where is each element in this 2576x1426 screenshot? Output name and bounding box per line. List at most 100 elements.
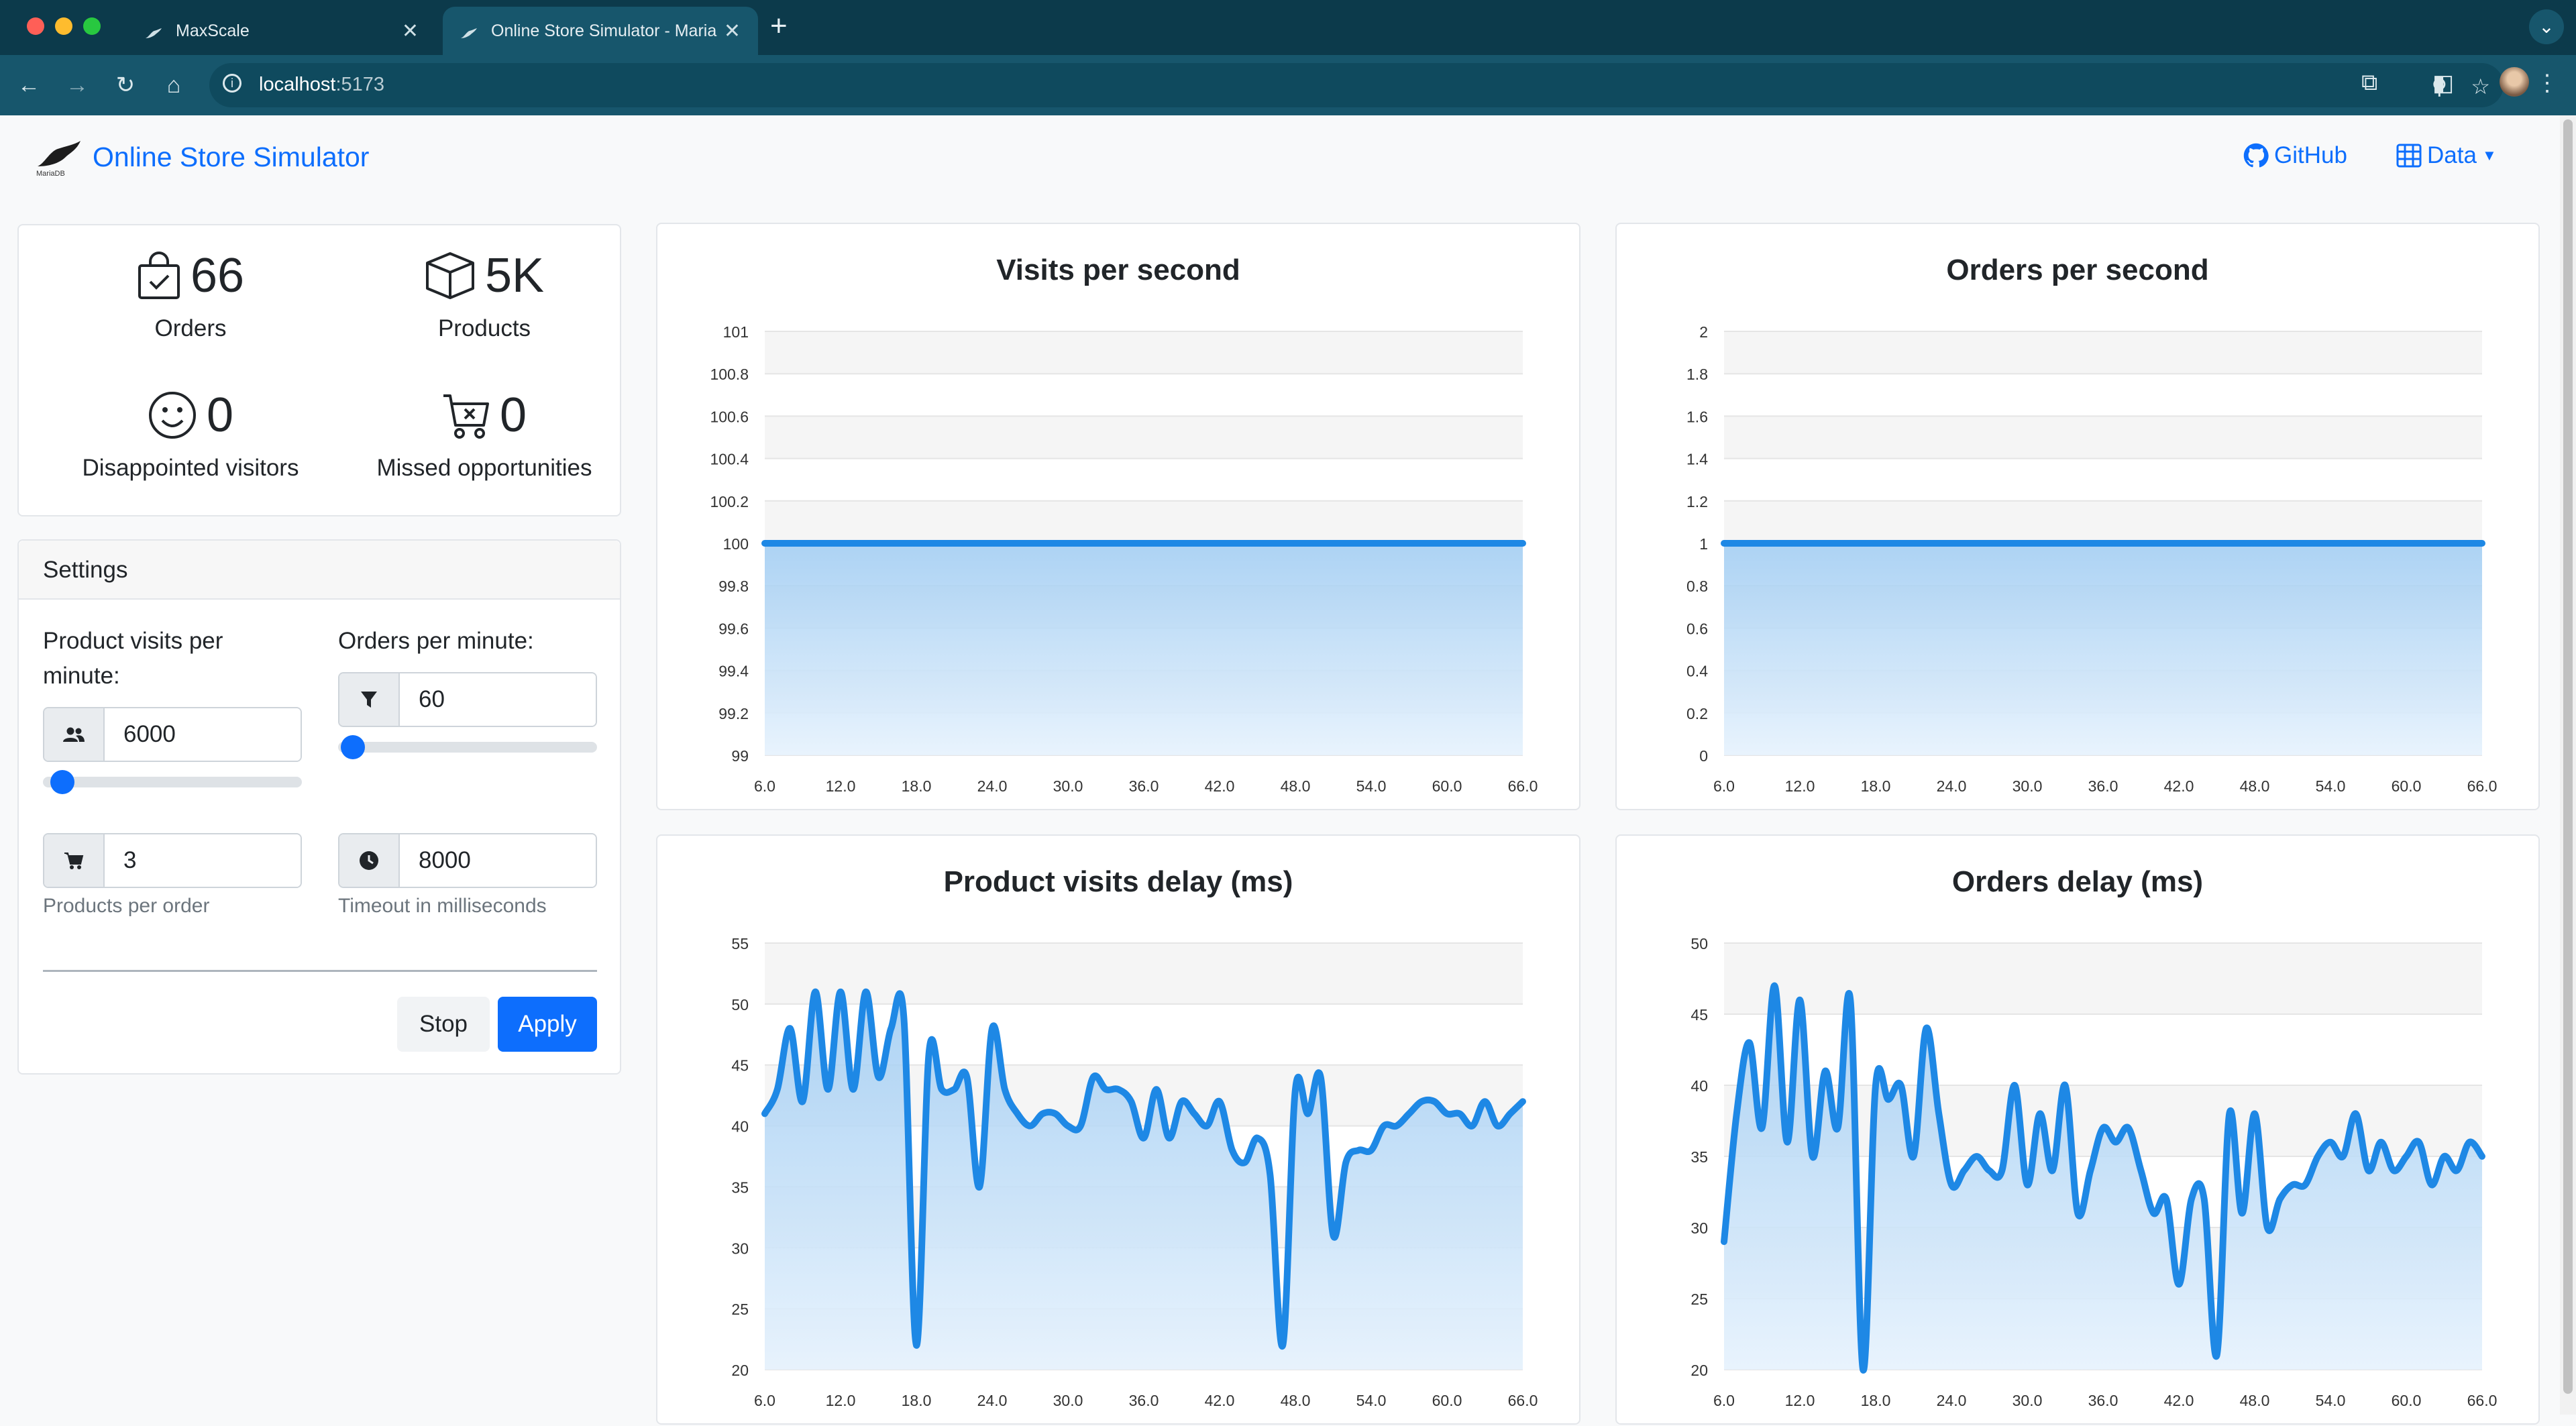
tab-search-chevron-icon[interactable]: ⌄	[2529, 9, 2564, 44]
x-tick-label: 48.0	[1281, 1392, 1311, 1409]
profile-avatar[interactable]	[2500, 67, 2529, 97]
data-point	[1131, 1101, 1132, 1102]
data-point	[2292, 543, 2293, 544]
data-point	[1131, 543, 1132, 544]
timeout-input[interactable]	[400, 834, 596, 887]
new-tab-icon[interactable]: +	[770, 9, 788, 42]
data-point	[891, 1028, 892, 1029]
github-link[interactable]: GitHub	[2243, 142, 2347, 169]
orders-delay-chart: 20 25 30 35 40 45 50 6.0 12.0 18.0 24.0 30.0 36.0 42.…	[1690, 935, 2497, 1409]
data-point	[2115, 543, 2116, 544]
zoom-icon[interactable]: ⚲	[2431, 74, 2447, 99]
data-point	[1434, 543, 1435, 544]
data-point	[802, 543, 803, 544]
close-tab-icon[interactable]: ✕	[723, 19, 741, 42]
y-tick-label: 25	[1690, 1291, 1708, 1308]
browser-tab-simulator[interactable]: Online Store Simulator - MariaDB ✕	[443, 7, 758, 55]
data-point	[1736, 1113, 1737, 1114]
x-tick-label: 6.0	[754, 1392, 775, 1409]
browser-menu-icon[interactable]: ⋮	[2536, 70, 2559, 96]
data-point	[1774, 543, 1775, 544]
data-point	[2406, 1156, 2407, 1157]
address-bar[interactable]: i localhost:5173 ⚲ ☆	[209, 63, 2504, 107]
orders-slider[interactable]	[338, 735, 597, 759]
data-point	[2242, 543, 2243, 544]
brand[interactable]: MariaDB Online Store Simulator	[35, 137, 369, 178]
y-tick-label: 40	[731, 1118, 749, 1136]
orders-slider-thumb[interactable]	[340, 735, 365, 759]
grid-band	[1724, 500, 2482, 543]
data-point	[1194, 543, 1195, 544]
caret-down-icon: ▼	[2481, 147, 2497, 164]
site-info-icon[interactable]: i	[223, 74, 241, 93]
reload-icon[interactable]: ↻	[115, 72, 136, 98]
y-tick-label: 99.2	[718, 705, 749, 722]
data-point	[1207, 543, 1208, 544]
y-tick-label: 100.8	[710, 366, 749, 383]
x-tick-label: 6.0	[1713, 1392, 1735, 1409]
data-point	[891, 543, 892, 544]
y-tick-label: 55	[731, 935, 749, 952]
data-point	[1749, 1042, 1750, 1043]
data-dropdown[interactable]: Data ▼	[2396, 142, 2497, 169]
x-tick-label: 30.0	[2012, 1392, 2043, 1409]
page-scrollbar[interactable]	[2560, 115, 2576, 1415]
visits-slider-thumb[interactable]	[50, 770, 74, 794]
x-tick-label: 54.0	[2316, 1392, 2346, 1409]
data-point	[1080, 543, 1081, 544]
visits-slider[interactable]	[43, 770, 302, 794]
x-tick-label: 66.0	[1508, 1392, 1538, 1409]
home-icon[interactable]: ⌂	[166, 72, 181, 98]
y-tick-label: 0	[1699, 747, 1708, 765]
data-point	[1850, 543, 1851, 544]
y-tick-label: 50	[1690, 935, 1708, 952]
side-panel-icon[interactable]: ◧	[2432, 70, 2455, 96]
chart-title: Orders delay (ms)	[1951, 865, 2204, 898]
data-point	[1421, 1101, 1422, 1102]
data-point	[2216, 543, 2217, 544]
browser-tab-maxscale[interactable]: MaxScale ✕	[127, 7, 436, 55]
orders-delay-card: Orders delay (ms) 20 25 30 35 40 45 50 6.0 12.0 1…	[1615, 834, 2540, 1425]
window-close-dot[interactable]	[27, 17, 44, 35]
y-tick-label: 45	[1690, 1006, 1708, 1024]
bookmark-star-icon[interactable]: ☆	[2471, 74, 2490, 99]
settings-title: Settings	[19, 541, 620, 600]
x-tick-label: 18.0	[902, 777, 932, 795]
data-point	[1181, 543, 1182, 544]
forward-arrow-icon[interactable]: →	[66, 72, 89, 98]
products-per-order-input[interactable]	[105, 834, 301, 887]
grid-band	[765, 500, 1523, 543]
stop-button[interactable]: Stop	[397, 997, 490, 1052]
visits-per-minute-input[interactable]	[105, 708, 301, 761]
grid-band	[765, 331, 1523, 374]
extensions-puzzle-icon[interactable]: ⧉	[2361, 70, 2378, 95]
data-point	[1447, 1113, 1448, 1114]
data-point	[1926, 543, 1927, 544]
data-point	[1004, 543, 1005, 544]
y-tick-label: 100.4	[710, 451, 749, 468]
data-point	[1497, 543, 1498, 544]
scrollbar-thumb[interactable]	[2563, 119, 2573, 1394]
close-tab-icon[interactable]: ✕	[401, 19, 419, 42]
x-tick-label: 48.0	[1281, 777, 1311, 795]
data-point	[2355, 543, 2356, 544]
window-minimize-dot[interactable]	[55, 17, 72, 35]
series-area	[1724, 985, 2482, 1370]
y-tick-label: 100	[723, 535, 749, 553]
product-visits-delay-chart: 20 25 30 35 40 45 50 55 6.0 12.0 18.0 24.0 30.0 36.0 4…	[731, 935, 1538, 1409]
data-point	[916, 1345, 917, 1346]
data-point	[865, 991, 866, 992]
orders-per-minute-input[interactable]	[400, 673, 596, 726]
apply-button[interactable]: Apply	[498, 997, 597, 1052]
data-point	[954, 543, 955, 544]
settings-card: Settings Product visits per minute: Orde…	[17, 539, 621, 1075]
clock-icon	[339, 834, 400, 887]
x-tick-label: 60.0	[2392, 1392, 2422, 1409]
y-tick-label: 1.2	[1686, 493, 1708, 510]
box-icon	[425, 252, 474, 299]
orders-per-second-card: Orders per second 0 0.2 0.4 0.6 0.8 1 1.2 1.4 1.…	[1615, 223, 2540, 810]
back-arrow-icon[interactable]: ←	[17, 72, 40, 98]
data-point	[2027, 543, 2028, 544]
data-point	[1900, 1085, 1901, 1086]
window-maximize-dot[interactable]	[83, 17, 101, 35]
